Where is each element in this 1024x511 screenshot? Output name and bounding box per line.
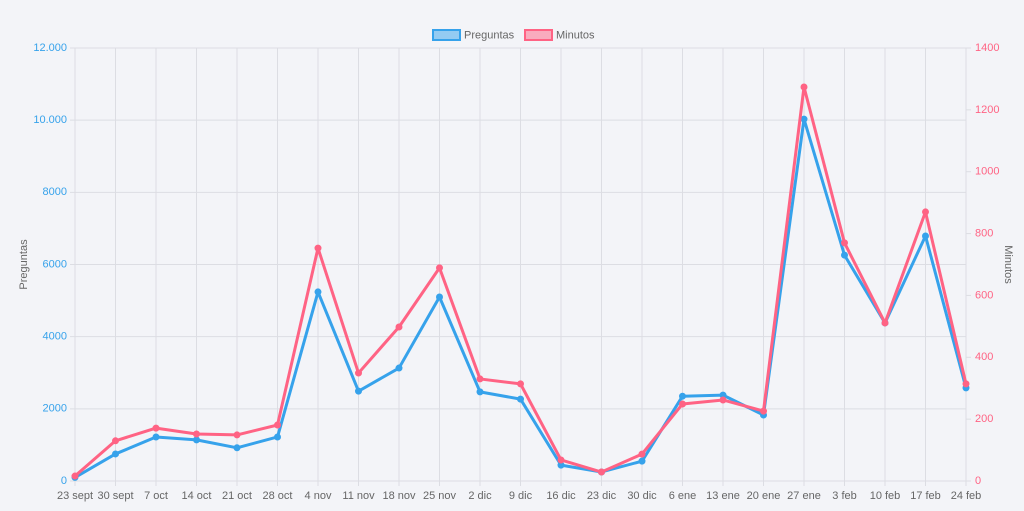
x-tick-label: 23 sept — [57, 490, 93, 502]
data-point — [112, 450, 119, 458]
data-point — [638, 450, 646, 458]
data-point — [557, 456, 565, 464]
legend-label[interactable]: Preguntas — [464, 29, 515, 41]
y-tick-label: 2000 — [43, 403, 67, 415]
data-point — [679, 400, 686, 408]
y2-axis-title: Minutos — [1002, 245, 1014, 284]
x-tick-label: 24 feb — [951, 490, 982, 502]
y-tick-label: 12.000 — [33, 42, 67, 54]
y2-tick-label: 1200 — [975, 104, 999, 116]
x-tick-label: 21 oct — [222, 490, 252, 502]
data-point — [193, 436, 200, 444]
y2-tick-label: 1400 — [975, 42, 999, 54]
y-tick-label: 4000 — [43, 331, 67, 343]
x-tick-label: 20 ene — [747, 490, 781, 502]
data-point — [436, 264, 443, 272]
data-point — [476, 375, 484, 383]
y2-tick-label: 1000 — [975, 166, 999, 178]
data-point — [112, 437, 119, 445]
y-tick-label: 8000 — [43, 186, 67, 198]
x-tick-label: 17 feb — [910, 490, 941, 502]
data-point — [355, 369, 362, 377]
data-point — [922, 232, 929, 240]
x-tick-label: 4 nov — [305, 490, 332, 502]
data-point — [922, 208, 929, 216]
data-point — [152, 433, 160, 441]
y2-tick-label: 0 — [975, 475, 981, 487]
legend-swatch[interactable] — [524, 29, 553, 41]
y-axis-title: Preguntas — [18, 239, 30, 290]
data-point — [395, 364, 403, 372]
x-tick-label: 9 dic — [509, 490, 533, 502]
data-point — [233, 431, 241, 439]
data-point — [436, 293, 443, 301]
data-point — [962, 380, 970, 388]
x-tick-label: 3 feb — [832, 490, 856, 502]
legend-label[interactable]: Minutos — [556, 29, 595, 41]
x-tick-label: 30 dic — [627, 490, 657, 502]
data-point — [476, 388, 484, 396]
x-tick-label: 10 feb — [870, 490, 901, 502]
x-tick-label: 11 nov — [342, 490, 375, 502]
data-point — [679, 392, 686, 400]
data-point — [598, 468, 605, 476]
y2-tick-label: 200 — [975, 413, 993, 425]
data-point — [517, 380, 524, 388]
data-point — [841, 251, 848, 259]
data-point — [760, 407, 767, 415]
x-tick-label: 13 ene — [706, 490, 740, 502]
data-point — [355, 387, 362, 395]
data-point — [800, 83, 808, 91]
x-tick-label: 23 dic — [587, 490, 617, 502]
y2-tick-label: 800 — [975, 227, 993, 239]
y-tick-label: 10.000 — [33, 114, 67, 126]
data-point — [395, 323, 403, 331]
legend-swatch[interactable] — [432, 29, 461, 41]
data-point — [152, 424, 160, 432]
data-point — [314, 288, 322, 296]
data-point — [638, 457, 646, 465]
x-tick-label: 27 ene — [787, 490, 821, 502]
x-tick-label: 14 oct — [182, 490, 212, 502]
data-point — [881, 319, 889, 327]
y-tick-label: 6000 — [43, 258, 67, 270]
y2-tick-label: 400 — [975, 351, 993, 363]
data-point — [274, 421, 281, 429]
x-tick-label: 30 sept — [97, 490, 133, 502]
x-tick-label: 25 nov — [423, 490, 457, 502]
data-point — [517, 395, 524, 403]
data-point — [314, 244, 322, 252]
x-tick-label: 18 nov — [382, 490, 416, 502]
x-tick-label: 2 dic — [468, 490, 492, 502]
data-point — [841, 239, 848, 247]
y-tick-label: 0 — [61, 475, 67, 487]
y2-tick-label: 600 — [975, 289, 993, 301]
data-point — [233, 444, 241, 452]
x-tick-label: 16 dic — [546, 490, 576, 502]
data-point — [193, 430, 200, 438]
data-point — [71, 472, 79, 480]
data-point — [719, 396, 727, 404]
x-tick-label: 6 ene — [669, 490, 697, 502]
data-point — [800, 115, 808, 123]
x-tick-label: 7 oct — [144, 490, 168, 502]
x-tick-label: 28 oct — [263, 490, 293, 502]
data-point — [274, 433, 281, 441]
